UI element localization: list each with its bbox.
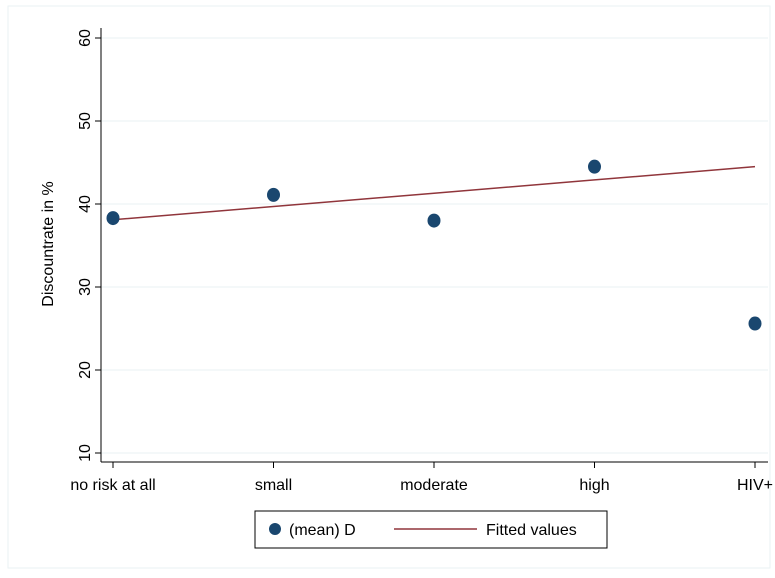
y-tick-label-30: 30: [77, 278, 94, 296]
y-tick-label-20: 20: [77, 361, 94, 379]
x-tick-label-no-risk-at-all: no risk at all: [70, 477, 155, 494]
data-point-mean-d-3: [588, 159, 601, 174]
y-tick-label-10: 10: [77, 444, 94, 462]
grid-lines: [101, 37, 768, 454]
x-tick-label-small: small: [255, 477, 292, 494]
data-point-mean-d-4: [748, 316, 762, 331]
y-axis-label: Discountrate in %: [40, 181, 57, 306]
outer-frame: [7, 5, 771, 569]
series-line-fitted-values: [112, 165, 756, 221]
data-point-mean-d-2: [427, 213, 441, 228]
legend-label-mean-d: (mean) D: [289, 522, 356, 539]
data-point-mean-d-1: [267, 187, 280, 202]
x-tick-label-hiv: HIV+: [737, 477, 773, 494]
x-tick-label-high: high: [579, 477, 609, 494]
plot-area: [101, 24, 768, 462]
x-tick-label-moderate: moderate: [400, 477, 468, 494]
y-tick-label-50: 50: [77, 112, 94, 130]
y-tick-label-40: 40: [77, 195, 94, 213]
y-axis-ticks: 10 20 30 40 50 60: [77, 29, 101, 462]
data-point-mean-d-0: [106, 211, 120, 226]
legend-label-fitted-values: Fitted values: [486, 522, 577, 539]
y-tick-label-60: 60: [77, 29, 94, 47]
legend: (mean) D Fitted values: [254, 510, 608, 549]
legend-marker-mean-d: [269, 523, 281, 535]
series-layer: [106, 159, 762, 331]
x-axis-ticks: no risk at all small moderate high HIV+: [70, 462, 773, 494]
